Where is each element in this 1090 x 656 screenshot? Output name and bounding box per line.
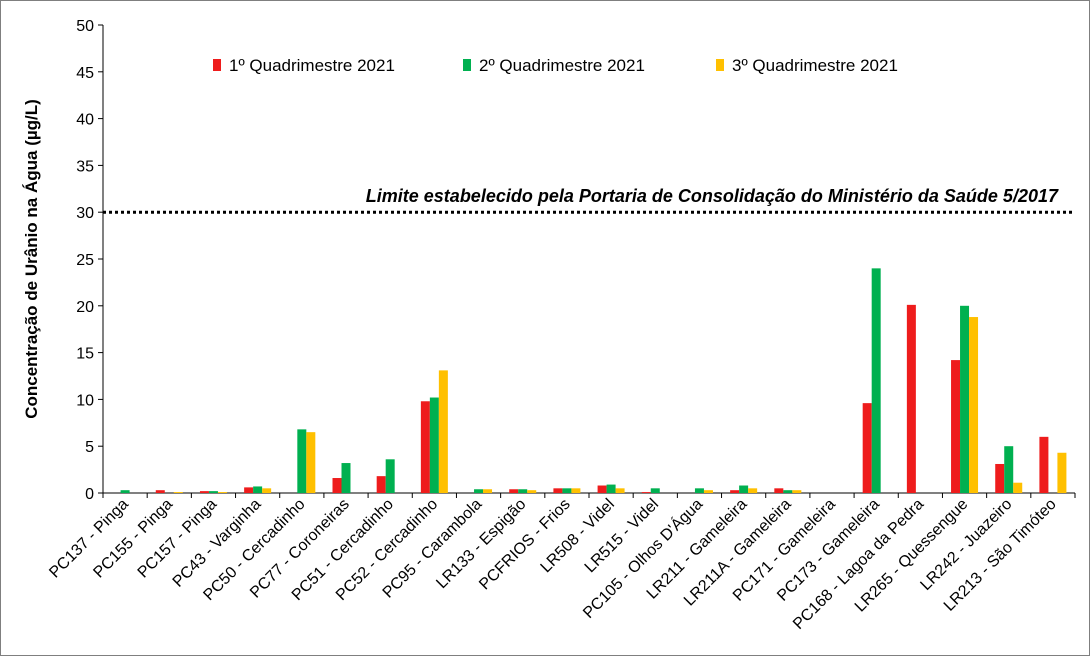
bar-1-pc168-lagoa-da-pedra xyxy=(906,304,916,493)
bar-3-pc155-pinga xyxy=(173,492,183,493)
bar-1-lr213-s-o-tim-teo xyxy=(1039,436,1049,493)
bar-2-pc50-cercadinho xyxy=(297,429,307,493)
x-tick-label: PC155 - Pinga xyxy=(90,496,176,582)
bar-3-pc50-cercadinho xyxy=(306,432,316,493)
bar-2-lr211a-gameleira xyxy=(783,490,793,493)
bar-3-lr211a-gameleira xyxy=(792,490,802,493)
bar-3-lr265-quessengue xyxy=(969,317,979,493)
legend-label-2: 2º Quadrimestre 2021 xyxy=(479,56,645,75)
bar-2-pc173-gameleira xyxy=(871,268,881,493)
y-tick-label: 0 xyxy=(85,486,94,503)
y-tick-label: 45 xyxy=(76,65,94,82)
bar-2-pc43-varginha xyxy=(253,486,263,493)
bar-1-pc173-gameleira xyxy=(862,403,872,493)
bar-1-lr265-quessengue xyxy=(951,360,961,493)
y-tick-label: 30 xyxy=(76,205,94,222)
legend-swatch-2 xyxy=(463,59,471,71)
bar-3-lr211-gameleira xyxy=(748,488,758,493)
y-tick-label: 10 xyxy=(76,392,94,409)
bar-1-lr515-videl xyxy=(641,492,651,493)
y-tick-label: 15 xyxy=(76,346,94,363)
bar-2-lr133-espig-o xyxy=(518,489,528,493)
y-axis-title: Concentração de Urânio na Água (µg/L) xyxy=(22,99,41,419)
bar-3-pc43-varginha xyxy=(262,488,272,493)
x-tick-label: PC157 - Pinga xyxy=(135,496,221,582)
bar-1-lr242-juazeiro xyxy=(995,463,1005,493)
bar-2-lr211-gameleira xyxy=(739,485,749,493)
bar-1-lr211-gameleira xyxy=(730,490,740,493)
bar-2-pc51-cercadinho xyxy=(385,459,395,493)
legend-label-3: 3º Quadrimestre 2021 xyxy=(732,56,898,75)
bar-1-pc52-cercadinho xyxy=(420,401,430,493)
bar-3-lr133-espig-o xyxy=(527,490,537,493)
bar-3-pc52-cercadinho xyxy=(438,370,448,493)
bar-2-pc52-cercadinho xyxy=(429,397,439,493)
bar-1-pc155-pinga xyxy=(155,490,165,493)
bar-2-pc95-carambola xyxy=(474,489,484,493)
y-tick-label: 25 xyxy=(76,252,94,269)
bar-3-pcfrios-frios xyxy=(571,488,581,493)
bar-2-lr515-videl xyxy=(650,488,660,493)
bar-2-lr265-quessengue xyxy=(960,305,970,493)
bar-1-lr211a-gameleira xyxy=(774,488,784,493)
y-tick-label: 35 xyxy=(76,158,94,175)
bar-2-lr242-juazeiro xyxy=(1004,446,1014,493)
bar-2-pcfrios-frios xyxy=(562,488,572,493)
legend-label-1: 1º Quadrimestre 2021 xyxy=(229,56,395,75)
bar-3-pc105-olhos-d-gua xyxy=(703,490,713,493)
bar-1-pc43-varginha xyxy=(244,487,254,493)
y-tick-label: 50 xyxy=(76,18,94,35)
legend-swatch-3 xyxy=(716,59,724,71)
limit-annotation: Limite estabelecido pela Portaria de Con… xyxy=(366,186,1059,206)
bar-1-pc157-pinga xyxy=(199,491,209,493)
bar-3-pc95-carambola xyxy=(483,489,493,493)
bar-1-lr133-espig-o xyxy=(509,489,519,493)
bar-1-pc77-coroneiras xyxy=(332,478,342,493)
y-tick-label: 5 xyxy=(85,439,94,456)
bar-2-pc105-olhos-d-gua xyxy=(694,488,704,493)
bar-1-pcfrios-frios xyxy=(553,488,563,493)
bar-2-pc157-pinga xyxy=(208,491,218,493)
bar-1-lr508-videl xyxy=(597,485,607,493)
bar-2-lr508-videl xyxy=(606,484,616,493)
y-tick-label: 40 xyxy=(76,112,94,129)
legend-swatch-1 xyxy=(213,59,221,71)
bar-1-pc51-cercadinho xyxy=(376,476,386,493)
x-tick-label: PC137 - Pinga xyxy=(46,496,132,582)
bar-3-lr213-s-o-tim-teo xyxy=(1057,452,1067,493)
bar-3-lr508-videl xyxy=(615,488,625,493)
bar-2-pc77-coroneiras xyxy=(341,463,351,493)
bar-3-pc157-pinga xyxy=(217,492,227,493)
bar-2-pc137-pinga xyxy=(120,490,130,493)
bar-3-lr242-juazeiro xyxy=(1013,482,1023,493)
y-tick-label: 20 xyxy=(76,299,94,316)
